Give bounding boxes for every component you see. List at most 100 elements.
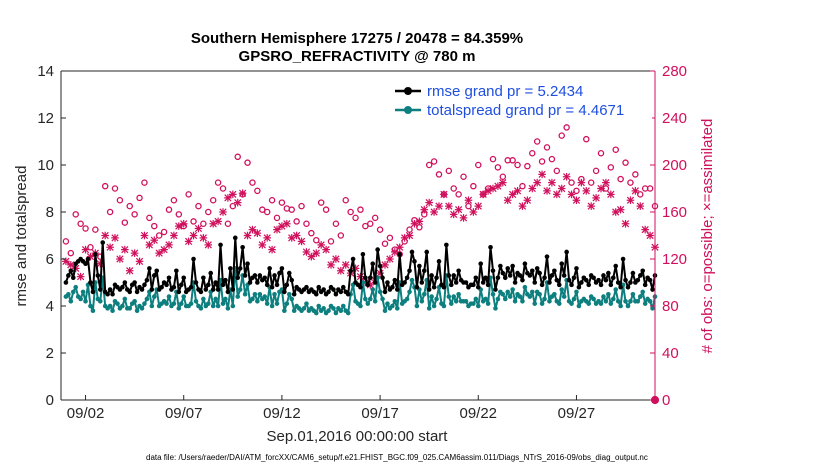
obs-assimilated-point [543, 187, 551, 195]
obs-possible-point [524, 162, 531, 170]
rmse-point [274, 282, 280, 288]
rmse-point [554, 277, 560, 283]
rmse-point [569, 282, 574, 288]
rmse-point [480, 280, 486, 285]
obs-assimilated-point [179, 219, 188, 228]
y-left-tick-label: 4 [46, 298, 54, 315]
rmse-point [650, 287, 655, 292]
totalspread-point [407, 289, 412, 295]
obs-possible-point [116, 196, 124, 204]
obs-possible-point [558, 132, 565, 139]
totalspread-point [451, 294, 457, 299]
rmse-point [313, 291, 319, 297]
rmse-point [390, 284, 395, 290]
rmse-point [240, 244, 245, 250]
rmse-point [282, 289, 287, 295]
obs-possible-point [612, 146, 619, 153]
totalspread-point [394, 306, 400, 311]
totalspread-point [520, 299, 525, 304]
obs-possible-point [170, 196, 178, 204]
rmse-point [426, 287, 432, 292]
rmse-point [367, 275, 373, 281]
obs-assimilated-point [155, 249, 163, 257]
obs-assimilated-point [135, 257, 144, 266]
rmse-point [637, 273, 643, 278]
totalspread-point [66, 291, 71, 297]
obs-assimilated-point [513, 187, 522, 195]
rmse-point [247, 280, 253, 285]
rmse-point [326, 289, 331, 295]
rmse-point [147, 266, 152, 271]
totalspread-point [527, 294, 533, 299]
totalspread-point [586, 301, 592, 306]
legend: rmse grand pr = 5.2434 totalspread grand… [388, 78, 652, 122]
rmse-point [414, 284, 420, 290]
obs-assimilated-point [567, 190, 576, 199]
rmse-point [154, 268, 160, 274]
obs-assimilated-point [616, 205, 625, 214]
totalspread-point [537, 291, 542, 297]
rmse-point [245, 261, 250, 267]
totalspread-point [139, 306, 145, 311]
rmse-point [70, 275, 76, 281]
totalspread-point [404, 296, 410, 302]
obs-assimilated-point [440, 190, 448, 199]
rmse-point [640, 268, 646, 274]
obs-possible-point [298, 202, 305, 210]
obs-possible-point [209, 196, 217, 204]
totalspread-point [326, 308, 331, 314]
obs-possible-point [259, 206, 266, 213]
rmse-point [235, 275, 241, 281]
obs-assimilated-point [508, 190, 517, 199]
totalspread-point [132, 299, 137, 304]
obs-possible-point [352, 214, 359, 222]
rmse-point [63, 280, 69, 285]
obs-possible-point [337, 232, 345, 239]
rmse-point [623, 277, 628, 283]
totalspread-point [250, 296, 255, 302]
totalspread-point [272, 291, 277, 297]
totalspread-point [205, 301, 211, 306]
y-right-tick-label: 160 [662, 204, 687, 221]
rmse-point [88, 280, 93, 285]
rmse-point [542, 275, 547, 281]
rmse-point [444, 242, 449, 248]
obs-assimilated-point [518, 202, 527, 210]
rmse-point [579, 280, 584, 285]
rmse-point [345, 291, 351, 297]
rmse-point [365, 282, 371, 288]
obs-possible-point [553, 167, 561, 175]
x-tick-label: 09/02 [67, 405, 105, 422]
totalspread-point [134, 308, 140, 314]
obs-assimilated-point [253, 229, 262, 237]
rmse-point [201, 275, 206, 281]
rmse-point [237, 266, 243, 271]
rmse-point [434, 275, 439, 281]
rmse-point [394, 287, 400, 292]
totalspread-point [282, 308, 287, 314]
obs-assimilated-point [533, 178, 541, 187]
obs-assimilated-point [116, 255, 124, 263]
rmse-point [151, 273, 157, 278]
totalspread-point [178, 301, 184, 306]
totalspread-point [512, 299, 518, 304]
rmse-point [225, 289, 231, 295]
totalspread-point [456, 291, 461, 297]
totalspread-point [561, 294, 567, 299]
totalspread-point [601, 294, 606, 299]
obs-possible-point [592, 167, 600, 175]
obs-possible-point [92, 226, 99, 233]
rmse-point [596, 277, 601, 283]
totalspread-point [635, 299, 641, 304]
rmse-point [549, 273, 555, 278]
totalspread-point [316, 303, 322, 309]
totalspread-point [502, 296, 508, 302]
rmse-point [478, 261, 484, 267]
obs-possible-point [494, 164, 502, 171]
rmse-point [377, 263, 383, 269]
totalspread-point [490, 291, 496, 297]
rmse-point [537, 270, 542, 276]
rmse-point [606, 270, 611, 276]
rmse-point [441, 284, 447, 290]
totalspread-point [90, 308, 96, 314]
